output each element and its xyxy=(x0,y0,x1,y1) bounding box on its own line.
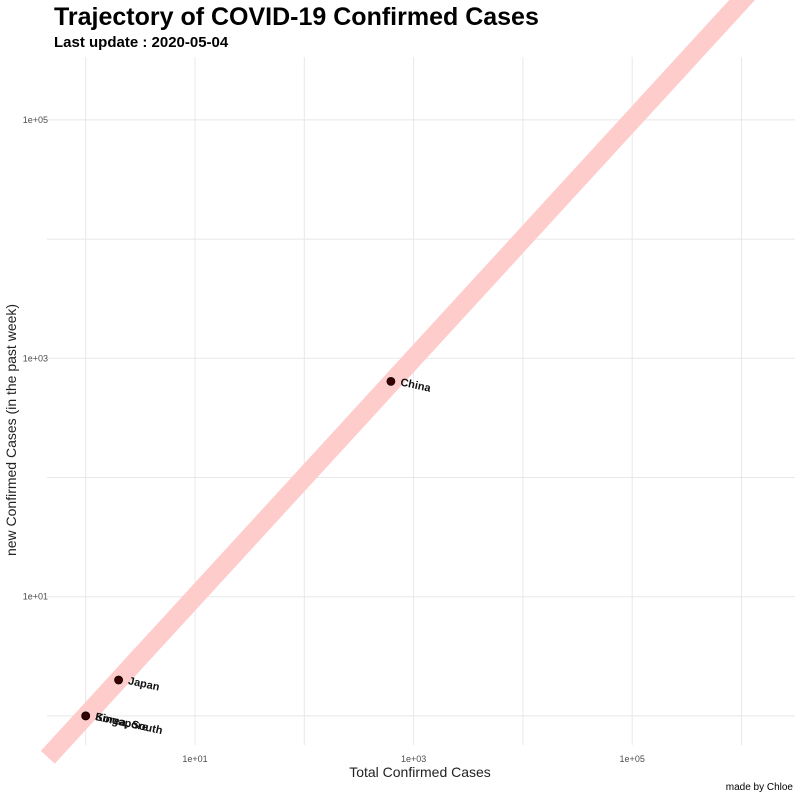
reference-line xyxy=(40,0,756,764)
tick-labels: 1e+01 1e+03 1e+05 1e+01 1e+03 1e+05 xyxy=(23,115,645,764)
x-tick-label: 1e+01 xyxy=(182,754,207,764)
data-point xyxy=(386,377,396,386)
y-tick-label: 1e+05 xyxy=(23,115,48,125)
y-axis-label: new Confirmed Cases (in the past week) xyxy=(3,303,19,557)
y-tick-label: 1e+01 xyxy=(23,592,48,602)
data-point xyxy=(81,711,91,721)
chart-subtitle: Last update : 2020-05-04 xyxy=(54,34,229,51)
y-tick-label: 1e+03 xyxy=(23,353,48,363)
point-label: Japan xyxy=(127,675,161,693)
grid-lines xyxy=(47,57,795,745)
data-points xyxy=(81,377,396,721)
chart-title: Trajectory of COVID-19 Confirmed Cases xyxy=(54,3,539,31)
chart-caption: made by Chloe xyxy=(725,782,793,793)
reference-line-group xyxy=(40,0,756,764)
data-point xyxy=(114,675,124,685)
x-tick-label: 1e+03 xyxy=(401,754,426,764)
point-label: Singapore xyxy=(94,711,149,734)
x-axis-label: Total Confirmed Cases xyxy=(349,764,491,780)
point-label: China xyxy=(399,377,432,395)
x-tick-label: 1e+05 xyxy=(620,754,645,764)
